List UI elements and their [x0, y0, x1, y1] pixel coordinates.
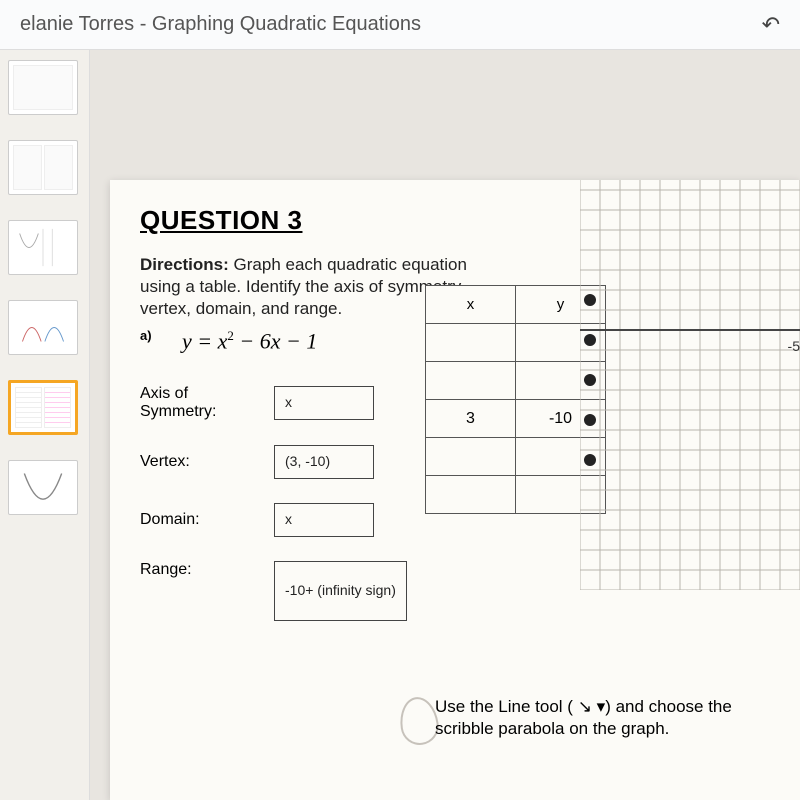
range-label: Range:	[140, 561, 260, 579]
domain-input[interactable]: x	[274, 503, 374, 537]
xy-header-x: x	[426, 286, 516, 324]
xy-table[interactable]: xy 3-10	[425, 285, 606, 514]
axis-input[interactable]: x	[274, 386, 374, 420]
equation: y = x2 − 6x − 1	[182, 328, 317, 354]
xy-cell[interactable]	[426, 438, 516, 476]
xy-cell[interactable]	[426, 362, 516, 400]
slide-thumb[interactable]	[8, 460, 78, 515]
slide-thumb[interactable]	[8, 300, 78, 355]
part-label: a)	[140, 328, 152, 343]
workspace: QUESTION 3 Directions: Graph each quadra…	[0, 50, 800, 800]
domain-label: Domain:	[140, 511, 260, 529]
slide-content: QUESTION 3 Directions: Graph each quadra…	[110, 180, 800, 800]
vertex-label: Vertex:	[140, 453, 260, 471]
titlebar: elanie Torres - Graphing Quadratic Equat…	[0, 0, 800, 50]
undo-icon[interactable]: ↶	[762, 12, 780, 38]
directions-label: Directions:	[140, 255, 229, 274]
xy-cell[interactable]	[426, 476, 516, 514]
slide-thumb-active[interactable]	[8, 380, 78, 435]
slide-thumb[interactable]	[8, 220, 78, 275]
thumbnail-strip	[0, 50, 90, 800]
slide-thumb[interactable]	[8, 140, 78, 195]
hint-text: Use the Line tool ( ↘ ▾) and choose the …	[435, 696, 775, 740]
slide-canvas: QUESTION 3 Directions: Graph each quadra…	[90, 50, 800, 800]
xy-cell[interactable]: 3	[426, 400, 516, 438]
slide-thumb[interactable]	[8, 60, 78, 115]
axis-label-minus5: -5	[788, 338, 800, 354]
vertex-input[interactable]: (3, -10)	[274, 445, 374, 479]
xy-cell[interactable]	[426, 324, 516, 362]
doc-title: elanie Torres - Graphing Quadratic Equat…	[20, 13, 421, 36]
axis-label: Axis of Symmetry:	[140, 385, 260, 421]
graph-grid[interactable]: -5	[580, 180, 800, 590]
range-input[interactable]: -10+ (infinity sign)	[274, 561, 407, 621]
